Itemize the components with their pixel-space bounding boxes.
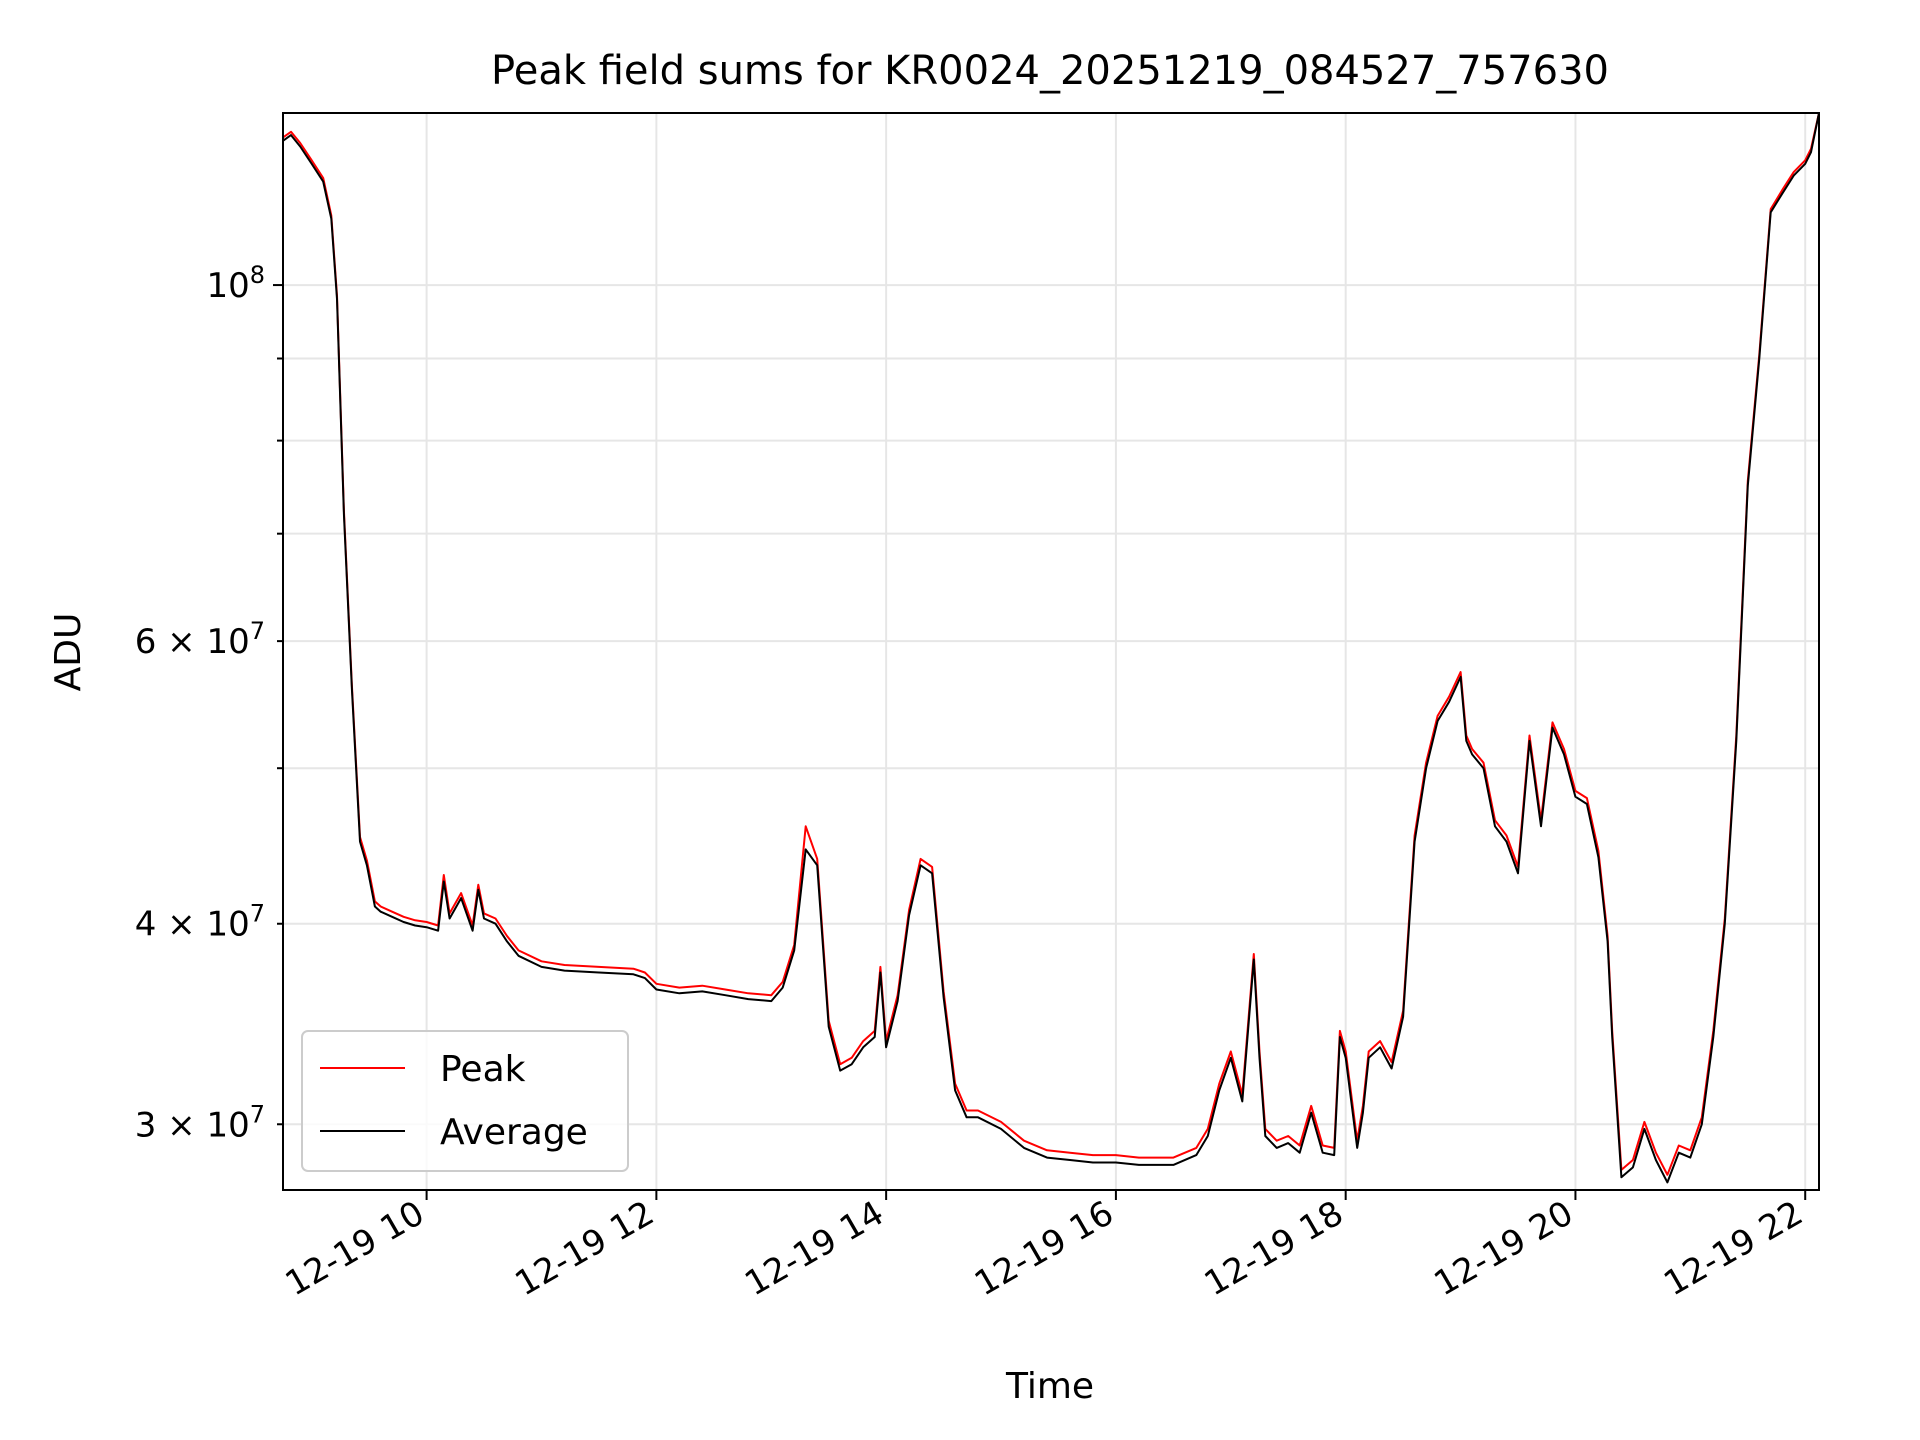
y-tick-label: 108	[206, 261, 265, 306]
series-line-average	[282, 112, 1820, 1184]
y-tick-label: 4 × 107	[135, 900, 265, 945]
legend-label-peak: Peak	[440, 1049, 526, 1090]
x-axis-label: Time	[1005, 1366, 1094, 1407]
y-axis-ticks: 108 3 × 107 4 × 107 6 × 107	[135, 261, 283, 1145]
y-tick-label: 3 × 107	[135, 1100, 265, 1145]
y-axis-label: ADU	[48, 613, 89, 692]
legend: Peak Average	[301, 1030, 629, 1172]
legend-label-average: Average	[440, 1112, 588, 1153]
chart-title: Peak field sums for KR0024_20251219_0845…	[491, 48, 1609, 94]
y-tick-label: 6 × 107	[135, 617, 265, 662]
series-lines	[282, 112, 1820, 1184]
grid-lines	[283, 113, 1819, 1190]
legend-box	[301, 1030, 629, 1172]
plot-frame	[282, 112, 1820, 1191]
